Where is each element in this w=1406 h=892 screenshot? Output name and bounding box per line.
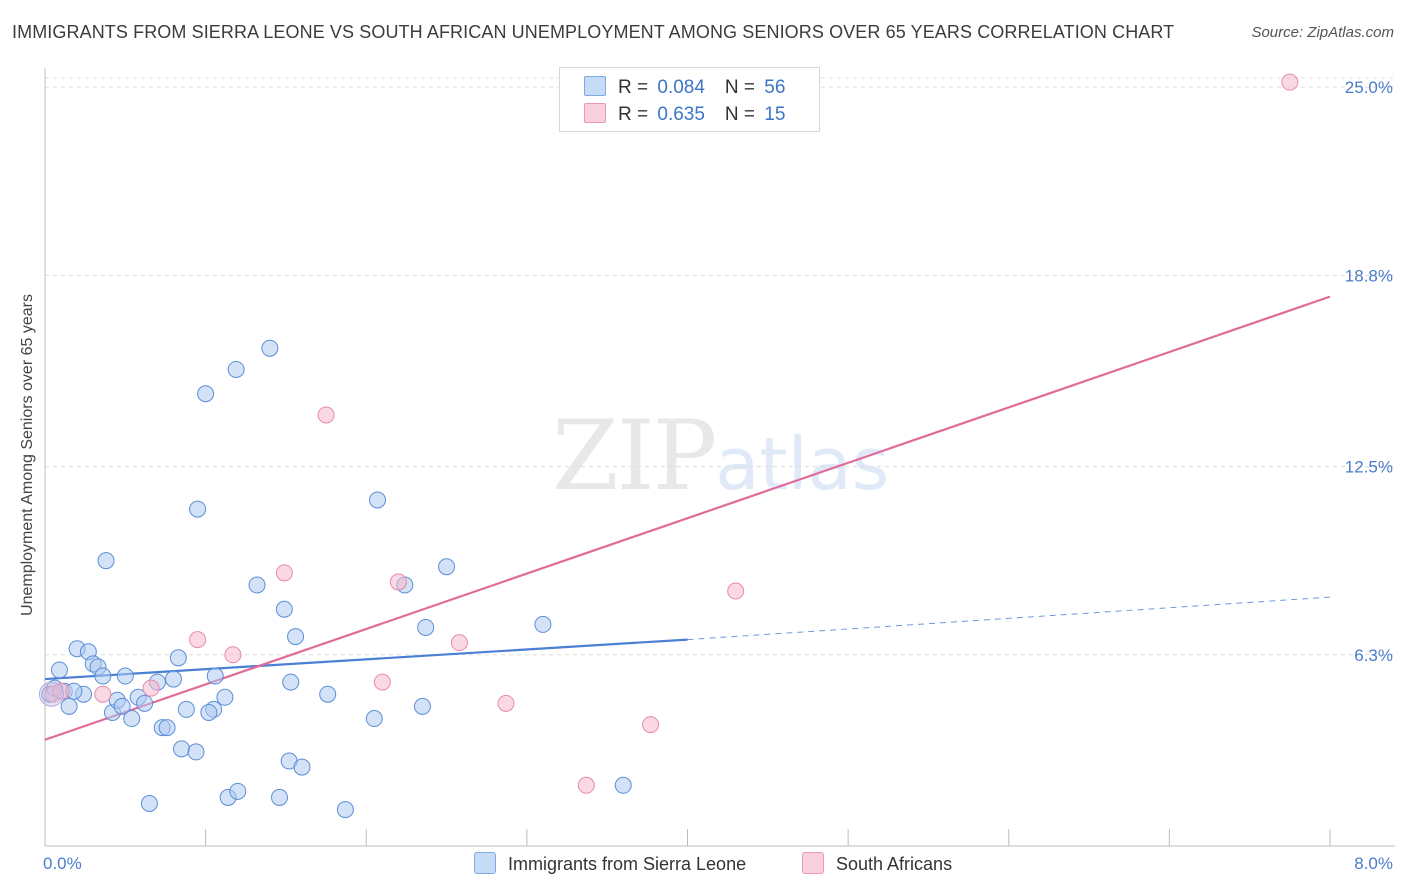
point-sierra-leone [275,600,293,618]
point-sierra-leone [197,385,215,403]
legend-row-south-africans: R = 0.635 N = 15 [584,103,785,127]
series-swatch-pink [802,852,824,874]
point-sierra-leone [248,576,266,594]
point-south-africans [642,716,660,734]
watermark-zip: ZIP [552,400,717,512]
point-sierra-leone [200,703,218,721]
point-sierra-leone [227,360,245,378]
y-tick-label: 12.5% [1345,458,1393,477]
trendline-sierra-leone-projection [687,596,1331,641]
point-sierra-leone [50,661,68,679]
point-sierra-leone [365,710,383,728]
point-sierra-leone [94,667,112,685]
series-label-south-africans: South Africans [836,854,953,874]
point-south-africans [577,776,595,794]
trendline-south-africans [44,295,1331,741]
point-sierra-leone [97,552,115,570]
point-sierra-leone [287,628,305,646]
point-sierra-leone [282,673,300,691]
legend-swatch-pink [584,103,606,123]
point-south-africans [727,582,745,600]
point-sierra-leone [534,615,552,633]
point-sierra-leone [216,688,234,706]
legend-row-sierra-leone: R = 0.084 N = 56 [584,76,785,100]
point-sierra-leone [271,788,289,806]
point-sierra-leone [614,776,632,794]
point-sierra-leone [173,740,191,758]
trendline-sierra-leone [44,638,688,681]
y-tick-label: 6.3% [1354,646,1393,665]
series-swatch-blue [474,852,496,874]
point-sierra-leone [319,685,337,703]
point-sierra-leone [206,667,224,685]
watermark-atlas: atlas [715,422,890,506]
point-south-africans [373,673,391,691]
point-south-africans [189,631,207,649]
point-south-africans [275,564,293,582]
correlation-legend: R = 0.084 N = 56 R = 0.635 N = 15 [559,67,820,132]
point-south-africans [52,682,70,700]
point-south-africans [317,406,335,424]
point-south-africans [389,573,407,591]
legend-swatch-blue [584,76,606,96]
point-south-africans-outlier [1281,73,1299,91]
x-tick-label: 8.0% [1354,854,1393,873]
point-sierra-leone [123,710,141,728]
series-label-sierra-leone: Immigrants from Sierra Leone [508,854,747,874]
point-cluster-origin [38,681,64,707]
point-sierra-leone [165,670,182,688]
legend-n-value: 15 [764,104,786,125]
point-south-africans [450,634,468,652]
point-south-africans [94,685,112,703]
point-sierra-leone [113,697,131,715]
point-sierra-leone [189,500,207,518]
point-sierra-leone [116,667,134,685]
chart-title: IMMIGRANTS FROM SIERRA LEONE VS SOUTH AF… [12,22,1175,42]
series-legend-south-africans: South Africans [802,852,952,875]
legend-n-value: 56 [764,77,786,98]
point-sierra-leone [368,491,386,509]
point-sierra-leone [140,795,158,813]
point-sierra-leone [229,782,247,800]
point-sierra-leone [413,697,431,715]
series-legend: Immigrants from Sierra Leone South Afric… [0,852,1406,878]
legend-r-value: 0.635 [657,104,705,125]
y-tick-label: 18.8% [1345,266,1393,285]
point-south-africans [497,694,515,712]
point-sierra-leone [336,801,354,819]
x-tick-label: 0.0% [43,854,82,873]
point-sierra-leone [438,558,456,576]
point-sierra-leone [169,649,187,667]
legend-r-label: R = [618,77,654,98]
point-sierra-leone [158,719,176,737]
point-sierra-leone [177,700,195,718]
y-tick-label: 25.0% [1345,78,1393,97]
point-sierra-leone [187,743,205,761]
legend-r-value: 0.084 [657,77,705,98]
legend-r-label: R = [618,104,654,125]
point-sierra-leone [136,694,154,712]
point-sierra-leone [261,339,279,357]
series-legend-sierra-leone: Immigrants from Sierra Leone [474,852,746,875]
legend-n-label: N = [724,77,761,98]
point-south-africans [224,646,242,664]
point-sierra-leone [417,618,435,636]
point-south-africans [142,679,160,697]
point-sierra-leone [293,758,311,776]
chart-source: Source: ZipAtlas.com [1251,24,1394,41]
point-sierra-leone [60,697,78,715]
watermark: ZIPatlas [552,400,889,512]
legend-n-label: N = [724,104,761,125]
